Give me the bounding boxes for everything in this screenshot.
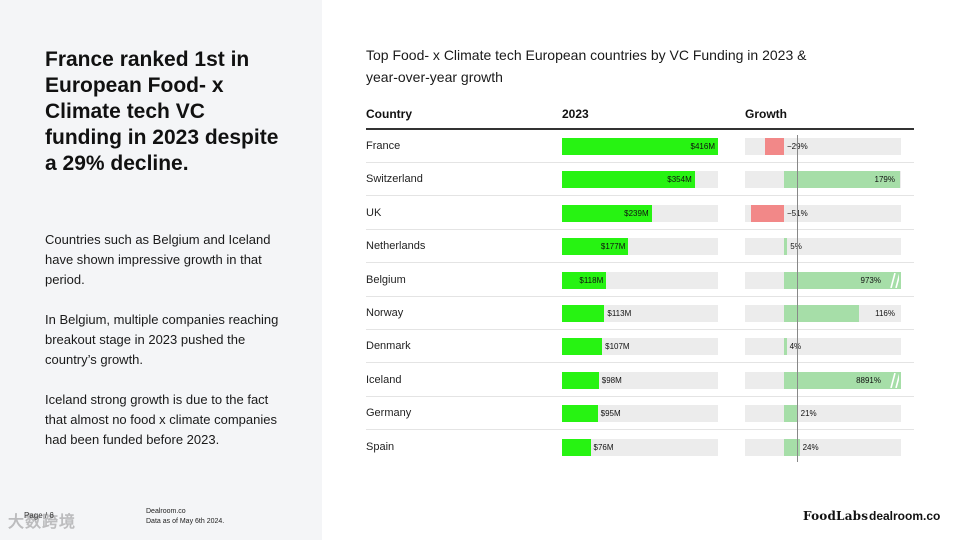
funding-value-label: $98M bbox=[601, 375, 622, 385]
country-label: Netherlands bbox=[366, 240, 426, 253]
funding-track: $118M bbox=[562, 271, 718, 289]
growth-bar bbox=[784, 171, 901, 189]
foodlabs-logo: FoodLabs bbox=[803, 509, 869, 523]
watermark-logo: 大数跨境 bbox=[8, 514, 77, 531]
growth-track: 24% bbox=[745, 438, 901, 456]
column-header-2023: 2023 bbox=[562, 107, 589, 121]
growth-track: 973% bbox=[745, 271, 901, 289]
chart-title: Top Food- x Climate tech European countr… bbox=[366, 47, 807, 85]
source-date: Data as of May 6th 2024. bbox=[146, 518, 225, 525]
table-row: Netherlands $177M 5% bbox=[366, 230, 914, 264]
country-label: France bbox=[366, 140, 401, 152]
funding-bar bbox=[562, 371, 599, 389]
funding-value-label: $118M bbox=[579, 275, 604, 285]
growth-bar bbox=[784, 238, 788, 256]
funding-bar bbox=[562, 204, 652, 222]
column-header-growth: Growth bbox=[745, 107, 787, 121]
table-row: Switzerland $354M 179% bbox=[366, 163, 914, 197]
funding-value-label: $177M bbox=[600, 242, 626, 252]
table-row: Norway $113M 116% bbox=[366, 297, 914, 330]
header-rule bbox=[366, 128, 914, 130]
funding-value-label: $416M bbox=[690, 142, 715, 151]
table-row: Spain $76M 24% bbox=[366, 431, 914, 464]
table-row: UK $239M −51% bbox=[366, 197, 914, 230]
growth-track: −29% bbox=[745, 138, 901, 155]
funding-bar bbox=[562, 405, 598, 423]
table-row: France $416M −29% bbox=[366, 130, 914, 163]
growth-value-label: 4% bbox=[789, 342, 802, 352]
growth-bar bbox=[750, 204, 784, 222]
country-label: Norway bbox=[366, 307, 404, 319]
column-header-country: Country bbox=[366, 107, 412, 121]
country-label: Belgium bbox=[366, 273, 406, 286]
funding-track: $177M bbox=[562, 238, 718, 256]
axis-break-icon bbox=[890, 272, 899, 288]
funding-track: $95M bbox=[562, 405, 718, 423]
funding-value-label: $95M bbox=[600, 409, 621, 419]
axis-break-icon bbox=[890, 372, 899, 388]
funding-bar bbox=[562, 238, 629, 256]
growth-bar bbox=[784, 271, 901, 289]
growth-value-label: 24% bbox=[802, 442, 819, 452]
growth-track: 21% bbox=[745, 405, 901, 423]
funding-value-label: $239M bbox=[624, 208, 649, 218]
growth-track: 5% bbox=[745, 238, 901, 256]
country-label: Switzerland bbox=[366, 173, 423, 186]
growth-value-label: 5% bbox=[790, 238, 802, 255]
paragraph-belgium-iceland: Countries such as Belgium and Iceland ha… bbox=[45, 232, 271, 287]
growth-bar bbox=[765, 138, 784, 155]
funding-value-label: $76M bbox=[593, 442, 614, 452]
country-label: Denmark bbox=[366, 340, 411, 353]
funding-bar bbox=[562, 271, 607, 289]
growth-value-label: 116% bbox=[875, 309, 895, 318]
growth-value-label: 21% bbox=[800, 409, 817, 419]
growth-track: −51% bbox=[745, 204, 901, 222]
left-panel: France ranked 1st in European Food- x Cl… bbox=[0, 0, 322, 540]
growth-value-label: 179% bbox=[874, 175, 895, 185]
funding-track: $354M bbox=[562, 171, 718, 189]
funding-track: $76M bbox=[562, 438, 718, 456]
funding-value-label: $354M bbox=[667, 175, 692, 185]
source-name: Dealroom.co bbox=[146, 508, 186, 515]
growth-bar bbox=[784, 405, 798, 423]
table-row: Denmark $107M 4% bbox=[366, 330, 914, 364]
country-label: Spain bbox=[366, 440, 395, 453]
growth-value-label: 973% bbox=[860, 275, 881, 285]
funding-value-label: $107M bbox=[605, 342, 630, 352]
funding-bar bbox=[562, 438, 591, 456]
growth-bar bbox=[784, 338, 787, 356]
growth-value-label: 8891% bbox=[856, 375, 881, 385]
growth-bar bbox=[784, 305, 860, 322]
paragraph-belgium: In Belgium, multiple companies reaching … bbox=[45, 312, 279, 367]
funding-bar bbox=[562, 171, 695, 189]
funding-track: $416M bbox=[562, 138, 718, 155]
paragraph-iceland: Iceland strong growth is due to the fact… bbox=[45, 392, 277, 447]
funding-bar bbox=[562, 305, 605, 322]
page-number: Page / 6 bbox=[24, 511, 54, 520]
growth-zero-line bbox=[797, 135, 798, 462]
headline: France ranked 1st in European Food- x Cl… bbox=[45, 48, 279, 175]
funding-track: $98M bbox=[562, 371, 718, 389]
growth-bar bbox=[784, 371, 901, 389]
growth-track: 116% bbox=[745, 305, 901, 322]
funding-track: $107M bbox=[562, 338, 718, 356]
funding-track: $113M bbox=[562, 305, 718, 322]
growth-track: 4% bbox=[745, 338, 901, 356]
country-label: Iceland bbox=[366, 373, 402, 386]
table-row: Iceland $98M 8891% bbox=[366, 364, 914, 397]
table-row: Belgium $118M 973% bbox=[366, 264, 914, 297]
country-label: UK bbox=[366, 206, 382, 219]
funding-bar bbox=[562, 338, 603, 356]
table-row: Germany $95M 21% bbox=[366, 397, 914, 431]
growth-track: 179% bbox=[745, 171, 901, 189]
funding-track: $239M bbox=[562, 204, 718, 222]
country-label: Germany bbox=[366, 407, 412, 420]
growth-bar bbox=[784, 438, 800, 456]
funding-bar bbox=[562, 138, 718, 155]
source-note: Dealroom.co Data as of May 6th 2024. bbox=[146, 507, 224, 527]
dealroom-logo: dealroom.co bbox=[869, 509, 941, 523]
funding-value-label: $113M bbox=[607, 309, 632, 318]
growth-track: 8891% bbox=[745, 371, 901, 389]
